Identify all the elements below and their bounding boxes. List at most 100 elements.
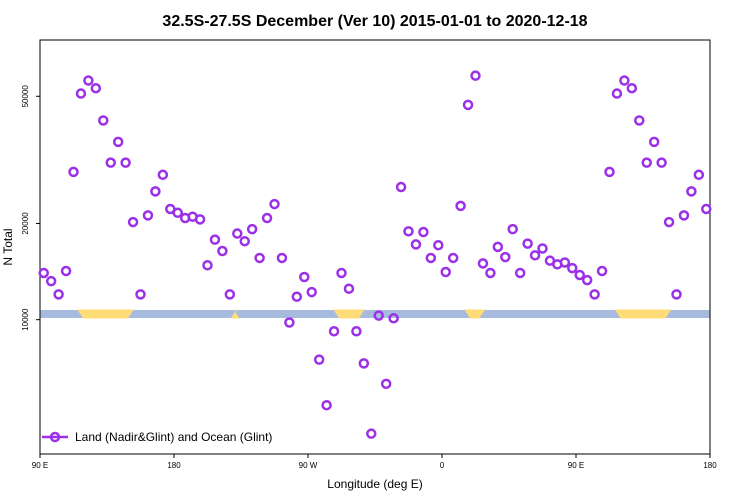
- data-point: [678, 210, 690, 221]
- data-point: [217, 245, 228, 257]
- legend-marker: [49, 431, 61, 443]
- legend-label: Land (Nadir&Glint) and Ocean (Glint): [75, 430, 272, 444]
- data-point: [68, 166, 79, 178]
- x-tick-label: 0: [440, 461, 445, 470]
- data-point: [112, 136, 124, 148]
- data-point: [358, 358, 370, 369]
- data-point: [351, 326, 362, 337]
- data-point: [388, 313, 399, 324]
- data-point: [500, 251, 511, 263]
- data-point: [90, 82, 102, 94]
- legend: Land (Nadir&Glint) and Ocean (Glint): [42, 430, 272, 444]
- data-point: [447, 252, 459, 264]
- data-point: [150, 186, 161, 197]
- data-point: [425, 252, 437, 264]
- data-point: [433, 239, 444, 251]
- data-point: [261, 212, 273, 224]
- data-point: [686, 186, 697, 197]
- data-point: [98, 115, 109, 126]
- data-point: [209, 234, 221, 245]
- data-point: [83, 75, 94, 86]
- data-point: [232, 228, 243, 239]
- y-tick-label: 20000: [21, 212, 30, 235]
- data-point: [328, 326, 340, 337]
- land-segment: [230, 309, 240, 319]
- data-point: [395, 181, 407, 193]
- data-point: [567, 262, 578, 274]
- data-point: [45, 275, 57, 287]
- data-point: [626, 82, 638, 94]
- data-point: [336, 267, 347, 279]
- data-point: [656, 157, 667, 168]
- data-point: [157, 169, 169, 181]
- data-point: [299, 271, 310, 283]
- data-point: [239, 235, 250, 247]
- data-point: [254, 252, 265, 264]
- data-point: [403, 226, 414, 237]
- x-tick-label: 90 E: [568, 461, 584, 470]
- data-point: [604, 166, 615, 178]
- data-point: [269, 198, 280, 210]
- data-point: [194, 214, 206, 225]
- land-segment: [333, 309, 365, 319]
- data-point: [440, 266, 451, 278]
- land-segment: [464, 309, 486, 319]
- data-point: [522, 238, 533, 249]
- data-point: [470, 70, 481, 81]
- data-point: [492, 241, 504, 253]
- data-point: [291, 291, 303, 302]
- plot-frame: [39, 39, 711, 455]
- data-point: [507, 223, 518, 235]
- data-point: [574, 269, 585, 281]
- x-tick-label: 90 W: [299, 461, 318, 470]
- data-point: [120, 157, 131, 168]
- data-point: [581, 274, 593, 286]
- y-tick-label: 10000: [21, 308, 30, 331]
- y-axis: 10000 20000 50000: [21, 85, 40, 331]
- data-point: [596, 265, 608, 277]
- data-point: [172, 207, 183, 219]
- data-point: [53, 289, 64, 300]
- data-point: [75, 88, 87, 99]
- data-point: [693, 169, 705, 181]
- data-point: [455, 200, 466, 212]
- x-axis-label: Longitude (deg E): [327, 477, 422, 491]
- data-point: [202, 260, 213, 271]
- data-point: [611, 88, 623, 99]
- data-point: [105, 157, 116, 168]
- data-point: [306, 286, 317, 298]
- data-point: [701, 203, 712, 215]
- x-tick-label: 180: [703, 461, 717, 470]
- data-point: [418, 226, 429, 238]
- land-segment: [77, 309, 134, 319]
- data-point: [514, 267, 526, 279]
- data-point: [559, 257, 571, 268]
- data-point: [373, 310, 384, 321]
- data-point: [246, 223, 258, 235]
- data-point: [343, 283, 355, 294]
- x-tick-label: 180: [167, 461, 181, 470]
- data-point: [410, 239, 422, 250]
- data-point: [142, 210, 154, 221]
- scatter-points: [38, 70, 712, 439]
- data-point: [671, 289, 682, 300]
- chart-title: 32.5S-27.5S December (Ver 10) 2015-01-01…: [162, 13, 587, 30]
- data-point: [366, 428, 377, 439]
- x-tick-label: 90 E: [32, 461, 48, 470]
- data-point: [529, 250, 541, 261]
- data-point: [485, 267, 496, 279]
- data-point: [641, 157, 652, 168]
- y-tick-label: 50000: [21, 85, 30, 108]
- data-point: [380, 378, 392, 390]
- data-point: [38, 267, 49, 279]
- data-point: [537, 243, 548, 254]
- data-point: [224, 289, 236, 300]
- data-point: [477, 258, 489, 269]
- data-point: [634, 115, 645, 126]
- data-point: [284, 317, 295, 328]
- data-point: [60, 265, 72, 277]
- data-point: [321, 399, 332, 411]
- y-axis-label: N Total: [1, 228, 15, 265]
- data-point: [313, 354, 325, 365]
